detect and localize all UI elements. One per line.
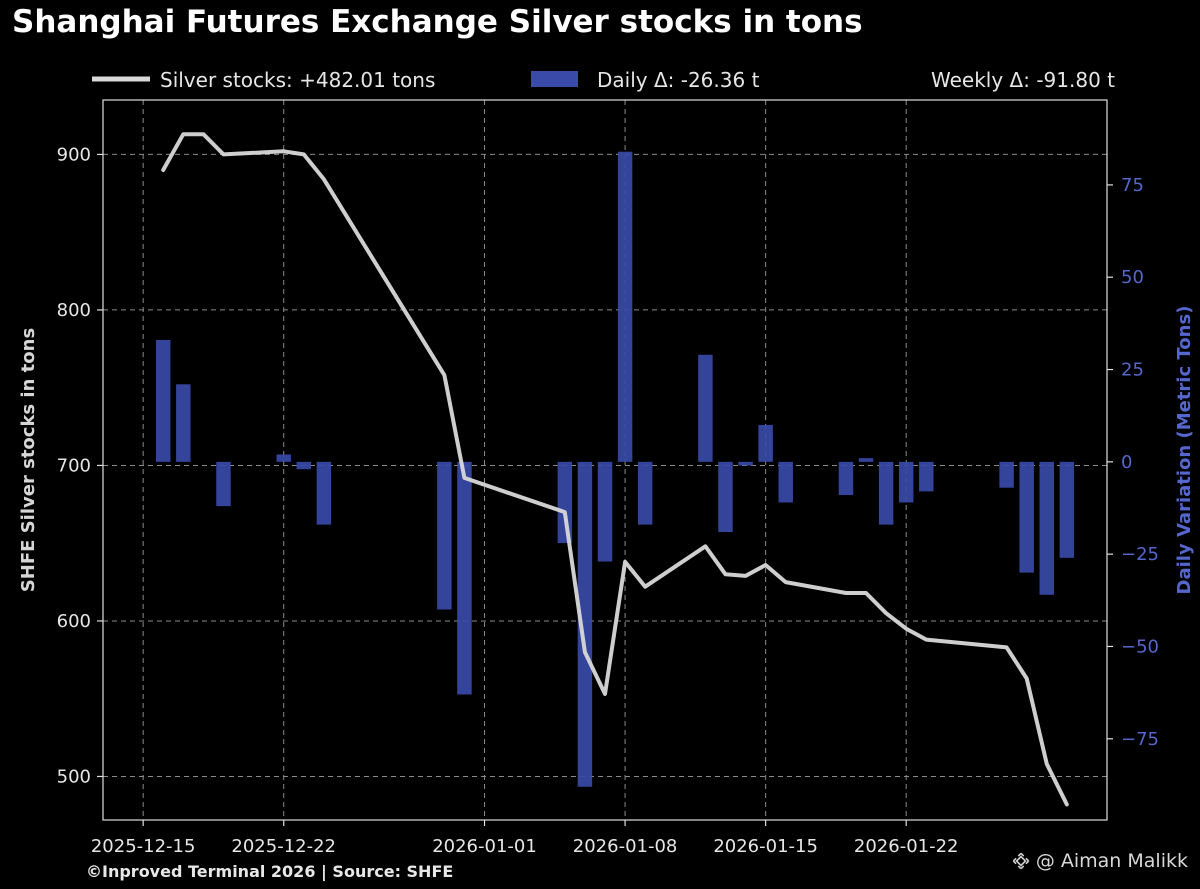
y-left-tick-label: 700 — [57, 455, 91, 476]
x-tick-label: 2026-01-08 — [573, 836, 678, 857]
daily-change-bar — [577, 461, 593, 787]
x-tick-label: 2026-01-15 — [713, 836, 818, 857]
bar-series — [156, 151, 1075, 787]
daily-change-bar — [437, 461, 452, 610]
y-right-tick-label: 75 — [1121, 175, 1144, 196]
grid-layer — [103, 100, 1107, 820]
x-tick-label: 2026-01-22 — [854, 836, 959, 857]
legend: Silver stocks: +482.01 tons Daily Δ: -26.… — [92, 68, 1115, 92]
x-tick-label: 2025-12-15 — [91, 836, 196, 857]
daily-change-bar — [316, 461, 332, 525]
watermark: @ Aiman Malikk — [1012, 850, 1188, 872]
daily-change-bar — [838, 461, 854, 496]
y-left-tick-label: 500 — [57, 766, 91, 787]
daily-change-bar — [617, 151, 633, 462]
legend-weekly-label: Weekly Δ: -91.80 t — [931, 68, 1115, 92]
daily-change-bar — [718, 461, 733, 532]
daily-change-bar — [637, 461, 653, 525]
y-left-tick-label: 800 — [57, 300, 91, 321]
daily-change-bar — [919, 461, 934, 492]
chart-title: Shanghai Futures Exchange Silver stocks … — [12, 4, 863, 40]
y-left-tick-label: 900 — [57, 144, 91, 165]
source-credit: ©Inproved Terminal 2026 | Source: SHFE — [86, 862, 454, 881]
x-tick-label: 2026-01-01 — [432, 836, 537, 857]
daily-change-bar — [758, 424, 773, 462]
y-right-tick-label: −25 — [1121, 544, 1159, 565]
y-left-axis-title: SHFE Silver stocks in tons — [18, 328, 39, 592]
binance-logo-icon — [1012, 852, 1030, 870]
watermark-text: @ Aiman Malikk — [1035, 850, 1188, 872]
daily-change-bar — [738, 461, 753, 466]
daily-change-bar — [858, 458, 874, 462]
daily-change-bar — [1039, 461, 1054, 595]
daily-change-bar — [1019, 461, 1034, 573]
y-left-tick-label: 600 — [57, 611, 91, 632]
legend-line-label: Silver stocks: +482.01 tons — [160, 68, 435, 92]
daily-change-bar — [156, 340, 171, 462]
daily-change-bar — [296, 461, 312, 470]
daily-change-bar — [999, 461, 1014, 488]
legend-bar-swatch — [531, 71, 578, 87]
daily-change-bar — [878, 461, 894, 525]
x-tick-label: 2025-12-22 — [231, 836, 336, 857]
daily-change-bar — [1059, 461, 1075, 558]
y-right-tick-label: −50 — [1121, 636, 1159, 657]
daily-change-bar — [457, 461, 472, 695]
axes: 2025-12-15 2025-12-22 2026-01-01 2026-01-08… — [18, 99, 1195, 857]
y-right-tick-label: 25 — [1121, 360, 1144, 381]
daily-change-bar — [276, 454, 291, 462]
line-series — [161, 132, 1069, 807]
daily-change-bar — [698, 354, 713, 462]
daily-change-bar — [597, 461, 613, 562]
silver-stocks-line — [161, 132, 1069, 807]
plot-frame — [102, 99, 1108, 821]
y-right-tick-label: −75 — [1121, 729, 1159, 750]
daily-change-bar — [216, 461, 231, 507]
y-right-axis-title: Daily Variation (Metric Tons) — [1174, 306, 1195, 595]
y-right-tick-label: 0 — [1121, 452, 1132, 473]
daily-change-bar — [557, 461, 573, 544]
legend-bar-label: Daily Δ: -26.36 t — [597, 68, 760, 92]
y-right-tick-label: 50 — [1121, 267, 1144, 288]
daily-change-bar — [778, 461, 793, 503]
daily-change-bar — [176, 384, 191, 462]
daily-change-bar — [898, 461, 914, 503]
